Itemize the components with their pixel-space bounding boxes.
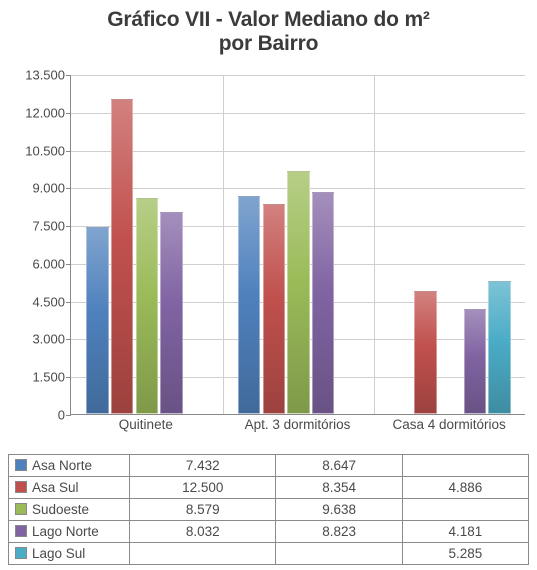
series-name: Lago Sul bbox=[32, 546, 85, 561]
chart-title-line2: por Bairro bbox=[219, 32, 319, 55]
y-tick-mark bbox=[66, 188, 71, 189]
bar bbox=[136, 198, 159, 414]
legend-cell: Lago Norte bbox=[9, 521, 130, 543]
series-name: Lago Norte bbox=[32, 524, 99, 539]
table-cell: 4.886 bbox=[402, 477, 528, 499]
table-cell: 8.647 bbox=[276, 455, 402, 477]
legend-swatch bbox=[15, 547, 27, 559]
x-axis-labels: QuitineteApt. 3 dormitóriosCasa 4 dormit… bbox=[70, 417, 525, 453]
bar bbox=[488, 281, 511, 414]
table-cell bbox=[402, 499, 528, 521]
chart-title: Gráfico VII - Valor Mediano do m² por Ba… bbox=[0, 0, 537, 58]
bar bbox=[414, 291, 437, 414]
y-tick-mark bbox=[66, 151, 71, 152]
table-cell: 8.579 bbox=[130, 499, 276, 521]
bar bbox=[160, 212, 183, 414]
bar bbox=[263, 204, 286, 414]
plot: 01.5003.0004.5006.0007.5009.00010.50012.… bbox=[70, 75, 525, 415]
table-row: Sudoeste 8.5799.638 bbox=[9, 499, 529, 521]
table-cell: 8.032 bbox=[130, 521, 276, 543]
category-separator bbox=[374, 75, 375, 414]
series-name: Asa Norte bbox=[32, 458, 92, 473]
legend-cell: Lago Sul bbox=[9, 543, 130, 565]
category-separator bbox=[223, 75, 224, 414]
table-row: Lago Norte 8.0328.8234.181 bbox=[9, 521, 529, 543]
table-cell bbox=[402, 455, 528, 477]
y-tick-mark bbox=[66, 377, 71, 378]
y-tick-mark bbox=[66, 415, 71, 416]
bar bbox=[287, 171, 310, 414]
chart-plot-area: 01.5003.0004.5006.0007.5009.00010.50012.… bbox=[70, 75, 525, 415]
y-tick-label: 10.500 bbox=[25, 143, 71, 158]
x-axis-label: Casa 4 dormitórios bbox=[373, 417, 525, 433]
table-cell: 5.285 bbox=[402, 543, 528, 565]
series-name: Asa Sul bbox=[32, 480, 79, 495]
y-tick-mark bbox=[66, 226, 71, 227]
legend-swatch bbox=[15, 459, 27, 471]
legend-swatch bbox=[15, 481, 27, 493]
table-cell: 7.432 bbox=[130, 455, 276, 477]
y-tick-label: 13.500 bbox=[25, 68, 71, 83]
gridline bbox=[71, 113, 525, 114]
y-tick-mark bbox=[66, 339, 71, 340]
table-cell bbox=[276, 543, 402, 565]
table-cell: 9.638 bbox=[276, 499, 402, 521]
bar bbox=[86, 227, 109, 414]
legend-cell: Asa Norte bbox=[9, 455, 130, 477]
legend-swatch bbox=[15, 525, 27, 537]
series-name: Sudoeste bbox=[32, 502, 89, 517]
x-axis-label: Apt. 3 dormitórios bbox=[222, 417, 374, 433]
y-tick-mark bbox=[66, 264, 71, 265]
data-table: Asa Norte 7.4328.647 Asa Sul 12.5008.3544.8… bbox=[8, 454, 529, 565]
chart-title-line1: Gráfico VII - Valor Mediano do m² bbox=[107, 8, 429, 31]
table-cell: 12.500 bbox=[130, 477, 276, 499]
gridline bbox=[71, 75, 525, 76]
y-tick-label: 12.000 bbox=[25, 105, 71, 120]
table-row: Asa Sul 12.5008.3544.886 bbox=[9, 477, 529, 499]
legend-cell: Asa Sul bbox=[9, 477, 130, 499]
table-cell: 8.354 bbox=[276, 477, 402, 499]
table-row: Lago Sul 5.285 bbox=[9, 543, 529, 565]
y-tick-mark bbox=[66, 75, 71, 76]
x-axis-label: Quitinete bbox=[70, 417, 222, 433]
gridline bbox=[71, 151, 525, 152]
bar bbox=[238, 196, 261, 414]
table-row: Asa Norte 7.4328.647 bbox=[9, 455, 529, 477]
bar bbox=[312, 192, 335, 414]
legend-cell: Sudoeste bbox=[9, 499, 130, 521]
table-cell: 8.823 bbox=[276, 521, 402, 543]
bar bbox=[464, 309, 487, 414]
legend-swatch bbox=[15, 503, 27, 515]
table-cell bbox=[130, 543, 276, 565]
y-tick-mark bbox=[66, 302, 71, 303]
bar bbox=[111, 99, 134, 414]
y-tick-mark bbox=[66, 113, 71, 114]
chart-container: Gráfico VII - Valor Mediano do m² por Ba… bbox=[0, 0, 537, 570]
table-cell: 4.181 bbox=[402, 521, 528, 543]
